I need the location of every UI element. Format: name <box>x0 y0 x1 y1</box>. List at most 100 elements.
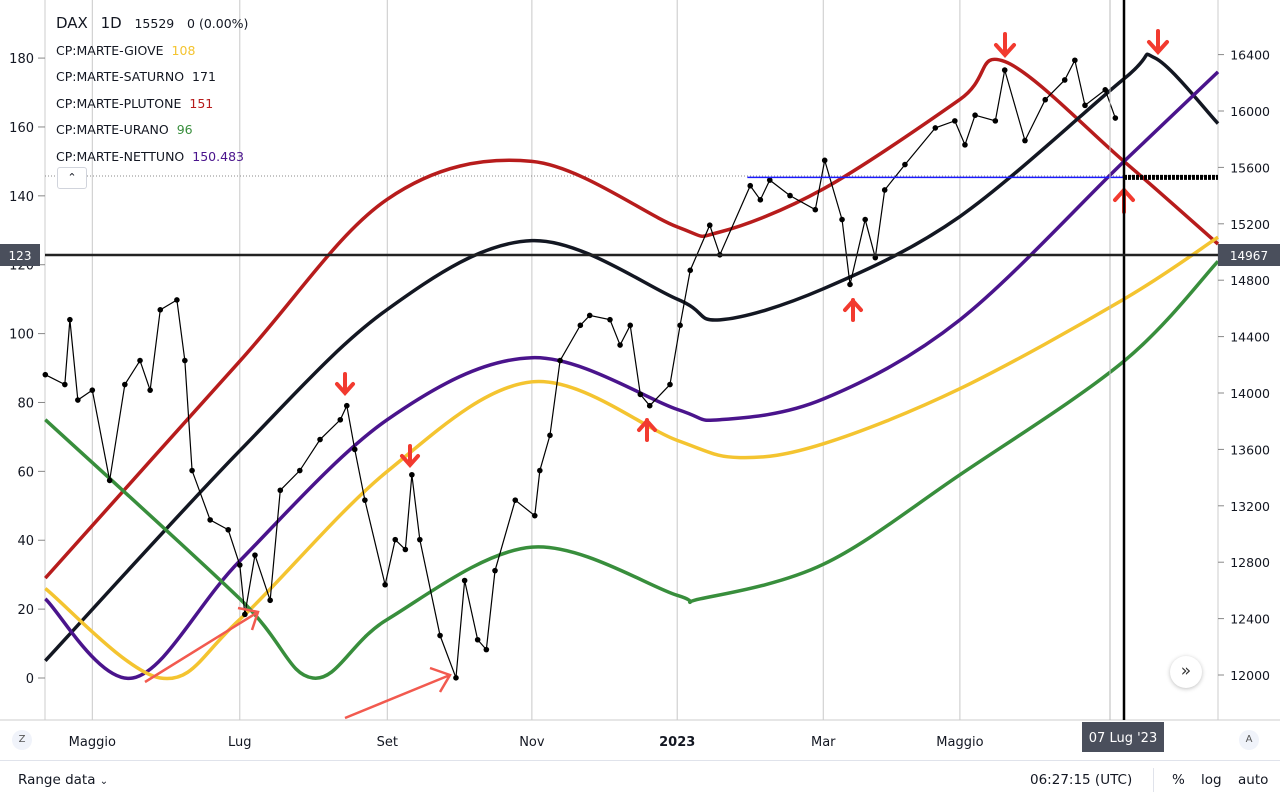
last-price: 15529 <box>134 16 175 31</box>
dax-price-point <box>557 357 563 364</box>
legend-item[interactable]: CP:MARTE-NETTUNO 150.483 <box>56 144 256 171</box>
dax-price-point <box>677 322 683 329</box>
arrow-down-icon <box>1147 29 1169 55</box>
indicator-value: 150.483 <box>192 148 244 164</box>
dax-price-point <box>757 197 764 203</box>
dax-price-point <box>89 387 96 393</box>
chevron-up-icon: ⌃ <box>67 171 77 184</box>
clock[interactable]: 06:27:15 (UTC) <box>1030 772 1133 788</box>
dax-price-point <box>106 477 113 484</box>
dax-price-point <box>1112 115 1119 121</box>
dax-price-point <box>547 432 553 439</box>
dax-price-point <box>382 581 388 588</box>
dax-price-point <box>267 597 273 604</box>
collapse-legend-button[interactable]: ⌃ <box>57 167 87 189</box>
log-toggle[interactable]: log <box>1201 772 1222 788</box>
chevron-down-icon: ⌄ <box>99 776 109 787</box>
dax-price-point <box>607 316 613 323</box>
dax-price-point <box>902 161 908 168</box>
left-tick-label: 180 <box>9 52 34 67</box>
dax-price-point <box>67 316 73 323</box>
indicator-value: 96 <box>176 122 193 137</box>
right-tick-label: 12000 <box>1230 668 1270 683</box>
dax-price-point <box>512 497 519 503</box>
dax-price-point <box>189 467 195 474</box>
range-label: Range data <box>18 772 96 788</box>
right-tick-label: 15200 <box>1230 217 1270 232</box>
x-tick-label: Mar <box>811 735 836 750</box>
dax-price-point <box>992 118 999 124</box>
dax-price-point <box>317 436 323 443</box>
x-tick-label: Maggio <box>936 735 983 750</box>
divider <box>1153 768 1154 792</box>
dax-price-point <box>687 267 694 274</box>
indicator-name: CP:MARTE-SATURNO <box>56 69 185 84</box>
dax-price-point <box>586 312 593 319</box>
legend-item[interactable]: CP:MARTE-SATURNO 171 <box>56 64 256 91</box>
arrow-diagonal-icon <box>144 606 260 684</box>
zoom-reset-button[interactable]: Z <box>12 730 32 750</box>
series-line-cp-marte-saturno <box>44 52 1220 662</box>
dax-price-point <box>62 381 68 388</box>
chart-canvas[interactable]: Maggio Lug Set Nov 2023 Mar Maggio 0 20 40 60 80 100… <box>0 0 1280 760</box>
auto-scale-button[interactable]: A <box>1239 730 1259 750</box>
dax-price-point <box>972 112 978 119</box>
dax-price-point <box>474 636 481 643</box>
legend-item[interactable]: CP:MARTE-URANO 96 <box>56 117 256 144</box>
dax-price-point <box>531 512 538 519</box>
dax-price-point <box>821 157 828 164</box>
dax-price-point <box>492 567 498 574</box>
left-tick-label: 40 <box>17 534 34 549</box>
dax-price-point <box>747 182 754 189</box>
dax-price-point <box>706 222 713 229</box>
dax-price-point <box>453 675 459 681</box>
dax-price-point <box>297 467 303 474</box>
crosshair-left-label-bg <box>0 244 40 266</box>
dax-price-point <box>157 307 164 313</box>
dax-price-point <box>847 281 853 288</box>
dax-price-point <box>337 416 344 423</box>
dax-price-point <box>577 322 584 329</box>
dax-price-point <box>667 381 673 388</box>
legend-item[interactable]: CP:MARTE-GIOVE 108 <box>56 38 256 65</box>
indicator-name: CP:MARTE-GIOVE <box>56 42 164 58</box>
right-tick-label: 14800 <box>1230 273 1270 288</box>
right-tick-label: 13600 <box>1230 442 1270 457</box>
arrow-up-icon <box>843 297 863 322</box>
series-line-cp-marte-giove <box>44 235 1219 681</box>
arrow-diagonal-icon <box>344 666 452 720</box>
dax-price-point <box>182 357 188 364</box>
dax-price-point <box>932 125 939 131</box>
legend-item[interactable]: CP:MARTE-PLUTONE 151 <box>56 91 256 118</box>
dax-price-point <box>409 471 415 478</box>
right-tick-label: 16400 <box>1230 48 1270 63</box>
dax-price-point <box>881 187 888 193</box>
left-tick-label: 20 <box>17 603 34 618</box>
dax-price-point <box>252 552 258 558</box>
symbol-header[interactable]: DAX 1D 15529 0 (0.00%) <box>56 10 256 38</box>
right-tick-label: 14400 <box>1230 330 1270 345</box>
range-data-dropdown[interactable]: Range data ⌄ <box>18 772 108 788</box>
dax-price-point <box>277 487 284 494</box>
dax-price-point <box>461 577 468 584</box>
left-tick-label: 60 <box>17 465 34 480</box>
auto-toggle[interactable]: auto <box>1238 772 1269 788</box>
legend: DAX 1D 15529 0 (0.00%) CP:MARTE-GIOVE 108… <box>56 10 256 170</box>
x-tick-label: Set <box>377 735 398 750</box>
crosshair-date-label-bg <box>1082 722 1164 752</box>
arrow-down-icon <box>400 444 420 469</box>
dax-price-point <box>392 536 399 543</box>
right-tick-label: 12400 <box>1230 612 1270 627</box>
dax-price-point <box>42 371 49 378</box>
arrow-down-icon <box>994 32 1016 58</box>
dax-price-point <box>417 536 423 543</box>
dax-price-point <box>812 206 819 213</box>
x-tick-label: 2023 <box>659 735 695 750</box>
dax-price-point <box>174 297 180 303</box>
arrow-down-icon <box>335 372 355 397</box>
scroll-to-realtime-button[interactable]: » <box>1170 656 1202 688</box>
dax-price-point <box>207 517 213 523</box>
dax-price-point <box>787 192 793 199</box>
percent-toggle[interactable]: % <box>1172 772 1185 788</box>
annotation-arrows <box>335 29 1169 469</box>
